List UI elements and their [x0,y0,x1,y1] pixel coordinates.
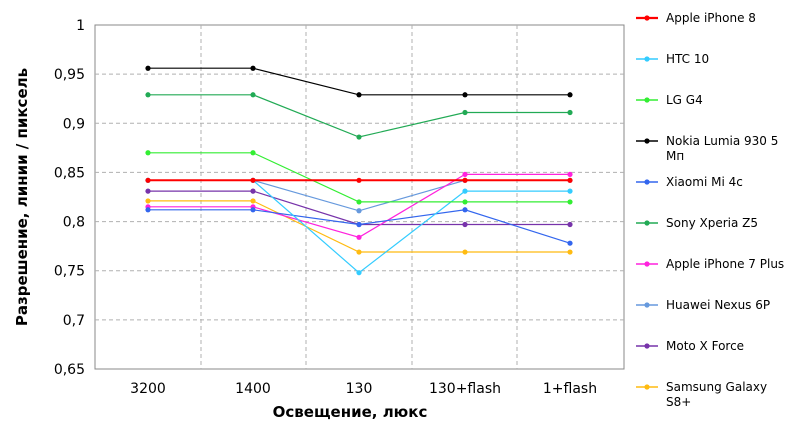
x-tick-label: 130 [346,381,373,397]
legend-label: Apple iPhone 8 [666,11,756,25]
legend-label: LG G4 [666,93,703,107]
y-axis-ticks: 0,65 0,7 0,75 0,8 0,85 0,9 0,95 1 [54,18,85,378]
series-2-point [250,150,256,156]
series-4-point [250,207,256,213]
y-tick-label: 0,95 [54,67,85,83]
series-4-point [567,240,573,246]
y-tick-label: 0,9 [63,116,85,132]
y-axis-title: Разрешение, линии / пиксель [13,68,31,326]
y-tick-label: 0,65 [54,362,85,378]
x-axis-ticks: 3200 1400 130 130+flash 1+flash [130,381,597,397]
series-6-point [567,171,573,177]
y-tick-label: 0,75 [54,264,85,280]
series-0-point [567,177,573,183]
legend-swatch-marker [644,343,650,349]
series-8-point [462,221,468,228]
legend-label: Sony Xperia Z5 [666,216,758,230]
x-tick-label: 3200 [130,381,166,397]
legend-label: Nokia Lumia 930 5 Мп [666,134,778,163]
series-5-point [145,92,151,98]
series-4-point [145,207,151,213]
series-0-point [250,177,256,183]
series-8-point [250,188,256,194]
x-tick-label: 130+flash [429,381,501,397]
series-lines [145,65,573,276]
x-axis-title: Освещение, люкс [273,403,428,421]
series-3-point [145,65,151,71]
series-5-point [356,134,362,140]
series-3-point [250,65,256,71]
legend-label: HTC 10 [666,52,709,66]
legend-label: Apple iPhone 7 Plus [666,257,784,271]
series-6-point [356,234,362,240]
y-tick-label: 0,8 [63,215,85,231]
series-3-point [462,92,468,98]
series-1-point [356,270,362,276]
legend: Apple iPhone 8 HTC 10 LG G4 Nokia Lumia 930… [636,11,784,409]
series-9-point [356,249,362,255]
legend-label: Moto X Force [666,339,744,353]
legend-swatch-marker [644,302,650,308]
series-5-point [462,109,468,116]
series-9-point [462,249,468,255]
series-5-point [567,109,573,116]
x-tick-label: 1+flash [543,381,597,397]
legend-label: Samsung Galaxy S8+ [666,380,767,409]
series-3-point [567,92,573,98]
y-tick-label: 0,85 [54,165,85,181]
series-9-point [250,198,256,204]
y-tick-label: 1 [76,18,85,34]
series-2-point [145,150,151,156]
legend-label: Huawei Nexus 6P [666,298,770,312]
series-1-point [567,188,573,194]
x-tick-label: 1400 [235,381,271,397]
series-0-point [356,177,362,183]
legend-label: Xiaomi Mi 4c [666,175,743,189]
series-5-point [250,92,256,98]
series-3-point [356,92,362,98]
series-7-point [356,208,362,214]
series-4-point [356,221,362,228]
series-9-point [567,249,573,255]
legend-swatch-marker [644,384,650,390]
series-8-point [567,221,573,228]
series-6-point [462,171,468,177]
legend-swatch-marker [644,15,650,21]
legend-swatch-marker [644,97,650,103]
series-1-point [462,188,468,194]
legend-swatch-marker [644,220,650,226]
legend-swatch-marker [644,56,650,62]
series-8-point [145,188,151,194]
series-9-point [145,198,151,204]
series-2-point [567,199,573,205]
series-2-point [462,199,468,205]
series-4-point [462,207,468,213]
series-2-point [356,199,362,205]
y-tick-label: 0,7 [63,313,85,329]
legend-swatch-marker [644,261,650,267]
plot-area [94,24,625,370]
legend-swatch-marker [644,179,650,185]
series-0-point [145,177,151,183]
legend-swatch-marker [644,138,650,144]
gridlines [95,25,624,369]
series-0-point [462,177,468,183]
